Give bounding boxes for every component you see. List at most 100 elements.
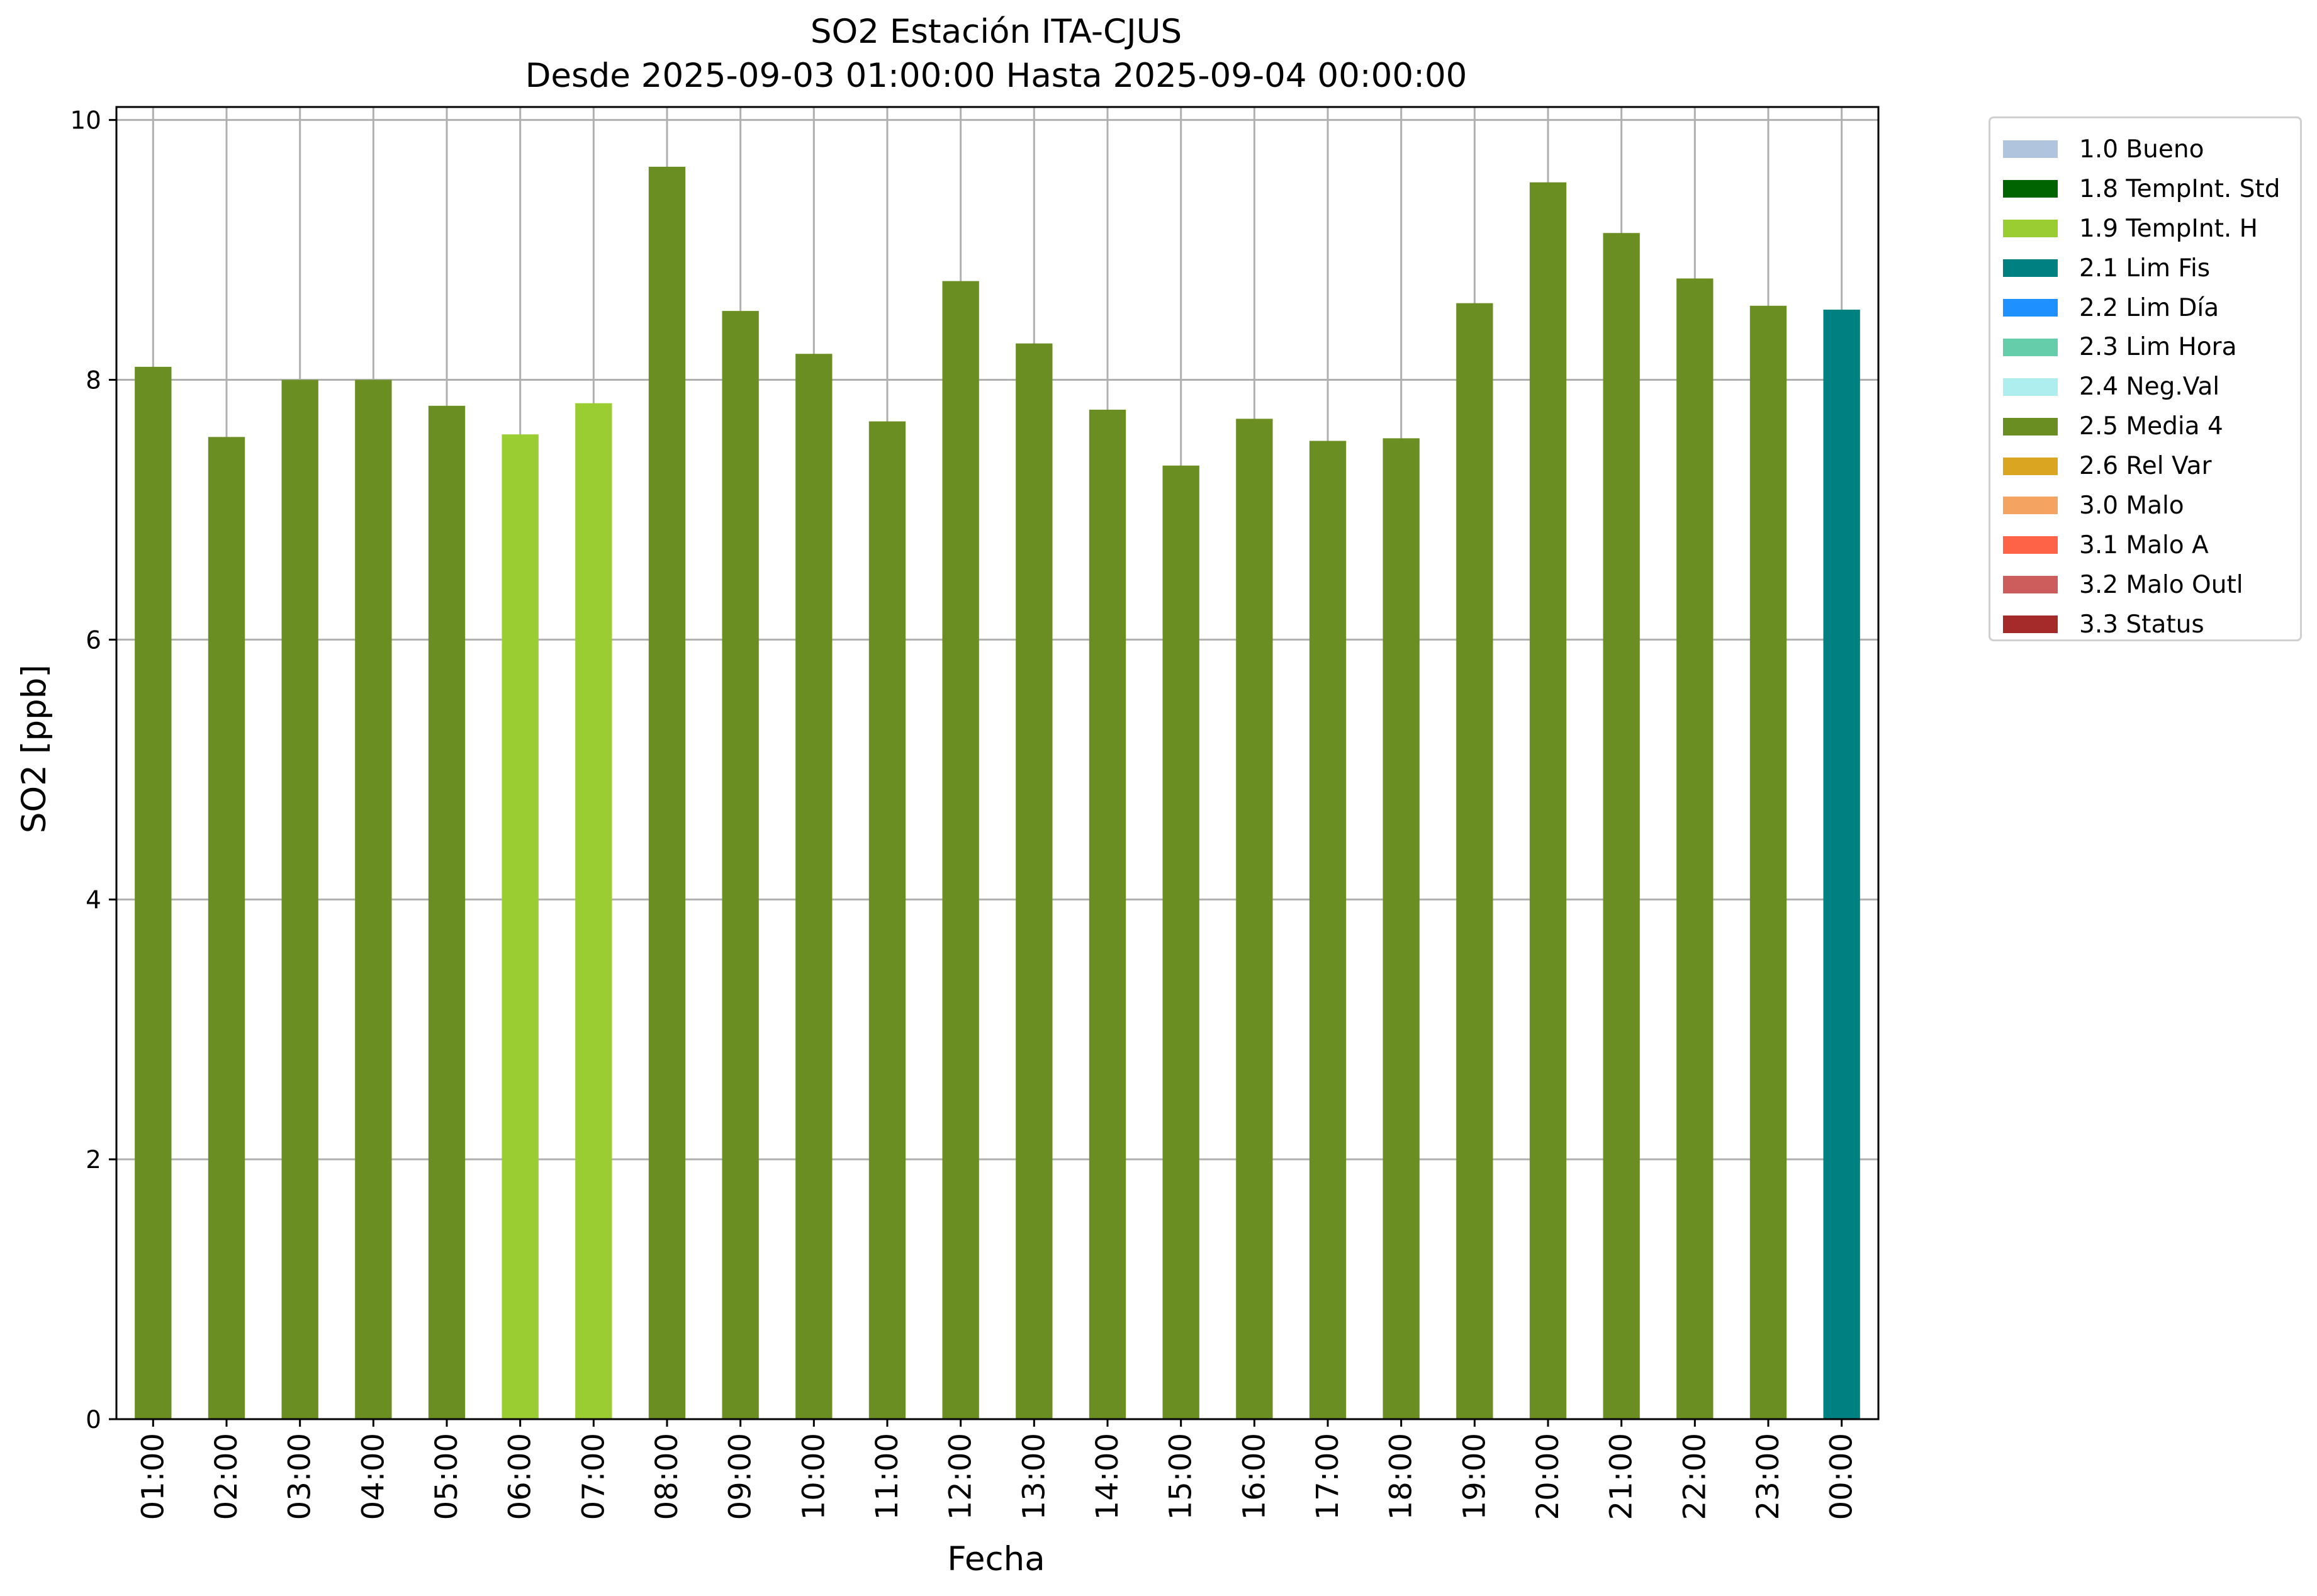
y-tick-label: 6 xyxy=(86,626,101,655)
legend-swatch xyxy=(2003,457,2058,475)
x-tick-label: 03:00 xyxy=(283,1433,318,1520)
legend-label: 2.2 Lim Día xyxy=(2079,293,2219,322)
legend-item: 2.3 Lim Hora xyxy=(1999,327,2300,367)
bar-0200 xyxy=(208,437,245,1419)
x-tick-label: 02:00 xyxy=(209,1433,244,1520)
x-tick-label: 20:00 xyxy=(1530,1433,1566,1520)
chart-legend: 1.0 Bueno 1.8 TempInt. Std 1.9 TempInt. H 2… xyxy=(1989,116,2302,641)
y-tick-label: 4 xyxy=(86,886,101,914)
x-tick-label: 11:00 xyxy=(870,1433,905,1520)
legend-label: 3.1 Malo A xyxy=(2079,531,2209,559)
x-tick-label: 17:00 xyxy=(1310,1433,1345,1520)
plot-area-frame xyxy=(115,106,1880,1420)
legend-swatch xyxy=(2003,417,2058,436)
x-tick-label: 07:00 xyxy=(576,1433,611,1520)
x-tick-label: 18:00 xyxy=(1384,1433,1419,1520)
legend-label: 1.8 TempInt. Std xyxy=(2079,174,2281,203)
legend-swatch xyxy=(2003,615,2058,634)
bar-1000 xyxy=(795,354,833,1419)
x-axis-ticks: 01:00 02:00 03:00 04:00 05:00 06:00 07:00 08:00… xyxy=(135,1419,1860,1520)
legend-label: 3.0 Malo xyxy=(2079,491,2184,520)
legend-swatch xyxy=(2003,180,2058,198)
x-tick-label: 10:00 xyxy=(796,1433,831,1520)
legend-label: 2.4 Neg.Val xyxy=(2079,373,2220,402)
bar-2000 xyxy=(1529,182,1567,1419)
bar-1200 xyxy=(942,281,979,1419)
x-tick-label: 05:00 xyxy=(429,1433,464,1520)
legend-label: 3.2 Malo Outl xyxy=(2079,570,2243,599)
bar-1800 xyxy=(1383,438,1420,1419)
x-tick-label: 06:00 xyxy=(503,1433,538,1520)
bar-0700 xyxy=(575,403,612,1419)
legend-swatch xyxy=(2003,299,2058,317)
legend-item: 1.0 Bueno xyxy=(1999,130,2300,169)
legend-swatch xyxy=(2003,497,2058,515)
x-tick-label: 01:00 xyxy=(135,1433,171,1520)
legend-item: 1.8 TempInt. Std xyxy=(1999,169,2300,209)
legend-item: 3.2 Malo Outl xyxy=(1999,565,2300,605)
x-tick-label: 12:00 xyxy=(943,1433,979,1520)
bar-1300 xyxy=(1016,343,1053,1419)
x-tick-label: 19:00 xyxy=(1457,1433,1492,1520)
y-axis-label: SO2 [ppb] xyxy=(15,665,53,833)
x-tick-label: 14:00 xyxy=(1090,1433,1125,1520)
bar-2300 xyxy=(1749,305,1787,1419)
bar-0900 xyxy=(722,311,759,1419)
y-tick-label: 8 xyxy=(86,367,101,395)
legend-item: 3.0 Malo xyxy=(1999,486,2300,525)
legend-item: 2.2 Lim Día xyxy=(1999,288,2300,328)
bar-0600 xyxy=(502,434,539,1420)
x-tick-label: 21:00 xyxy=(1604,1433,1639,1520)
legend-swatch xyxy=(2003,338,2058,356)
bar-2200 xyxy=(1676,278,1714,1419)
bar-0300 xyxy=(281,379,318,1419)
bar-0100 xyxy=(135,366,172,1419)
x-tick-label: 00:00 xyxy=(1824,1433,1860,1520)
x-tick-label: 23:00 xyxy=(1751,1433,1786,1520)
y-tick-label: 2 xyxy=(86,1146,101,1174)
y-axis-ticks: 0 2 4 6 8 10 xyxy=(70,107,116,1434)
legend-item: 2.5 Media 4 xyxy=(1999,407,2300,446)
bars xyxy=(135,166,1860,1420)
bar-0500 xyxy=(428,405,466,1419)
legend-item: 3.1 Malo A xyxy=(1999,525,2300,565)
legend-label: 2.6 Rel Var xyxy=(2079,452,2212,481)
legend-item: 2.6 Rel Var xyxy=(1999,446,2300,486)
bar-1500 xyxy=(1162,465,1199,1419)
legend-item: 2.4 Neg.Val xyxy=(1999,367,2300,407)
chart-title: SO2 Estación ITA-CJUS xyxy=(811,13,1182,51)
bar-1600 xyxy=(1236,419,1273,1419)
legend-swatch xyxy=(2003,576,2058,594)
bar-1700 xyxy=(1309,441,1347,1420)
legend-swatch xyxy=(2003,536,2058,554)
bar-1900 xyxy=(1456,303,1493,1420)
legend-label: 2.3 Lim Hora xyxy=(2079,333,2237,362)
x-tick-label: 22:00 xyxy=(1677,1433,1712,1520)
bar-0800 xyxy=(648,166,686,1419)
x-tick-label: 16:00 xyxy=(1237,1433,1272,1520)
legend-label: 2.1 Lim Fis xyxy=(2079,254,2211,283)
legend-item: 1.9 TempInt. H xyxy=(1999,209,2300,249)
x-tick-label: 13:00 xyxy=(1016,1433,1052,1520)
x-tick-label: 15:00 xyxy=(1164,1433,1199,1520)
bar-1100 xyxy=(868,421,906,1420)
legend-label: 1.0 Bueno xyxy=(2079,135,2204,164)
legend-swatch xyxy=(2003,140,2058,159)
chart-subtitle: Desde 2025-09-03 01:00:00 Hasta 2025-09-… xyxy=(525,57,1467,95)
legend-item: 3.3 Status xyxy=(1999,605,2300,644)
bar-1400 xyxy=(1089,409,1126,1419)
x-axis-label: Fecha xyxy=(947,1540,1045,1578)
x-tick-label: 09:00 xyxy=(723,1433,758,1520)
legend-swatch xyxy=(2003,220,2058,238)
x-tick-label: 08:00 xyxy=(649,1433,685,1520)
legend-label: 3.3 Status xyxy=(2079,610,2204,639)
bar-2100 xyxy=(1603,233,1640,1420)
legend-label: 1.9 TempInt. H xyxy=(2079,214,2258,243)
bar-0000 xyxy=(1823,310,1860,1420)
x-tick-label: 04:00 xyxy=(356,1433,391,1520)
legend-label: 2.5 Media 4 xyxy=(2079,412,2223,441)
bar-0400 xyxy=(355,379,392,1419)
legend-swatch xyxy=(2003,378,2058,396)
legend-item: 2.1 Lim Fis xyxy=(1999,249,2300,288)
